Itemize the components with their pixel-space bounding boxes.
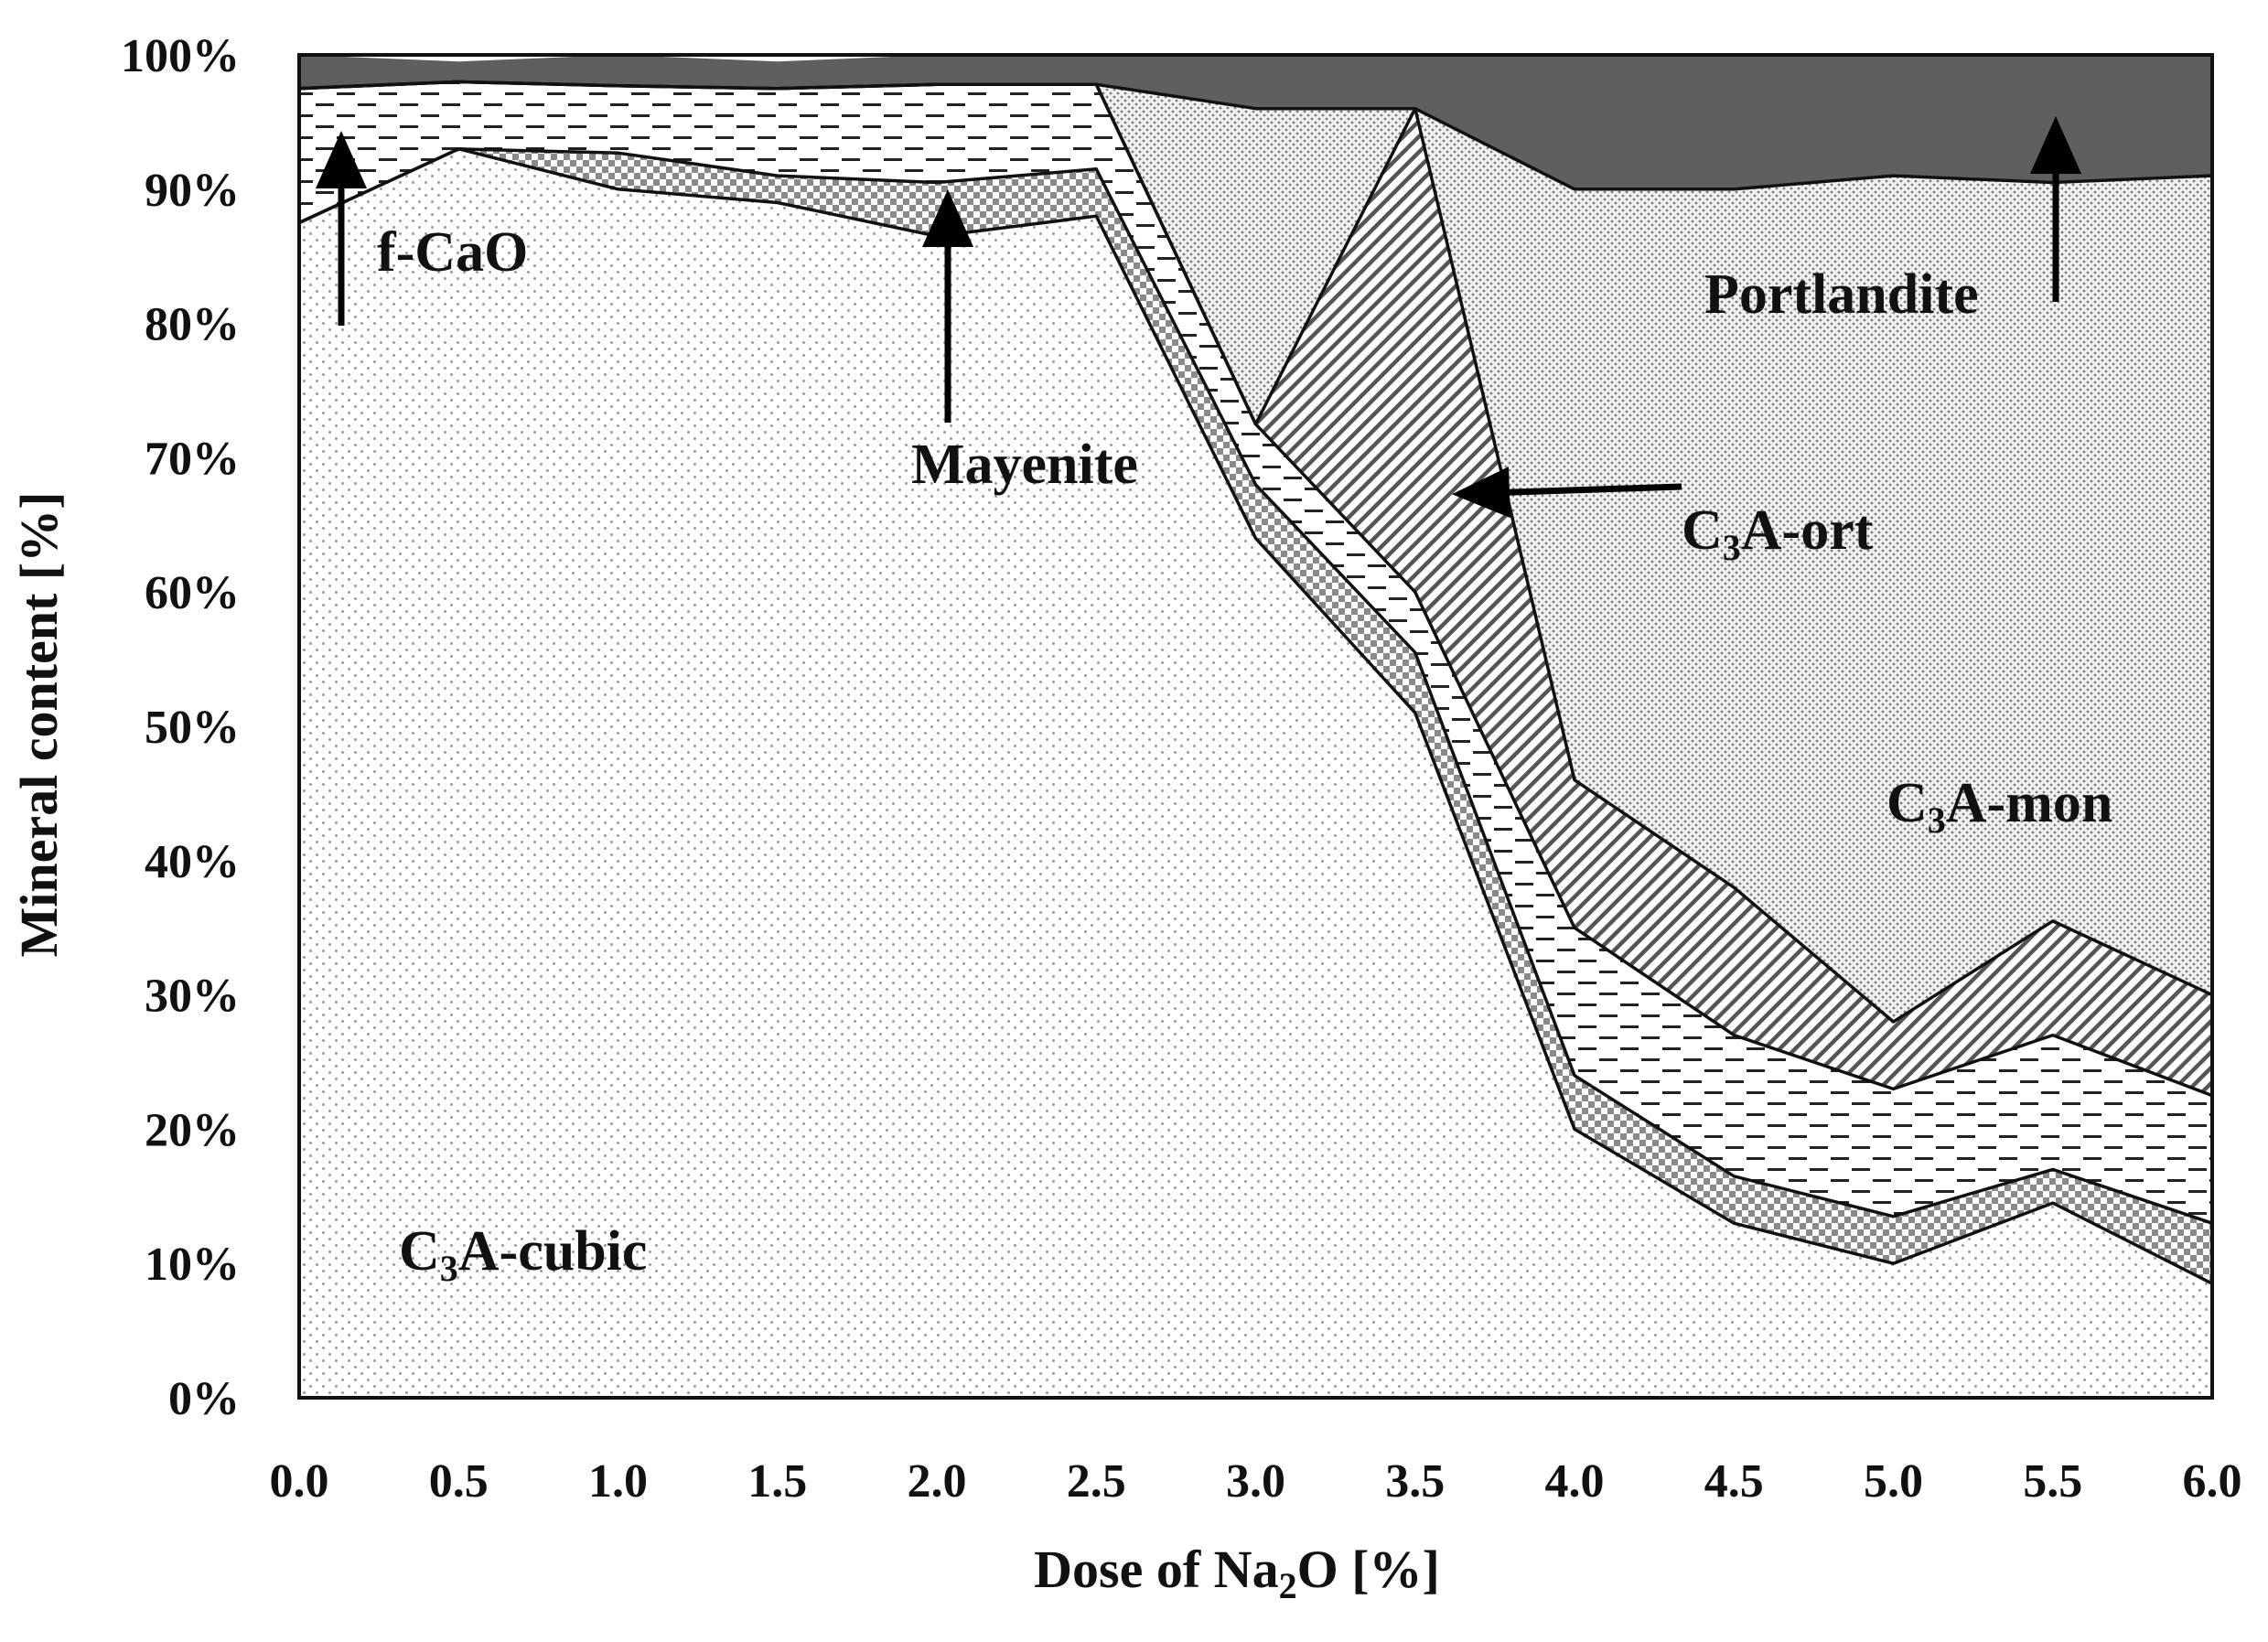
- y-axis-title: Mineral content [%]: [9, 492, 69, 958]
- area-c3a-mon: [299, 81, 2212, 1096]
- y-tick-label: 30%: [145, 971, 240, 1023]
- area-portlandite: [299, 81, 2212, 1022]
- area-c3a-cubic: [299, 148, 2212, 1398]
- x-tick-label: 2.5: [1067, 1455, 1126, 1508]
- x-tick-label: 4.0: [1545, 1455, 1605, 1508]
- x-tick-label: 3.0: [1226, 1455, 1285, 1508]
- y-tick-label: 70%: [145, 433, 240, 485]
- x-tick-label: 5.5: [2023, 1455, 2082, 1508]
- y-tick-label: 100%: [121, 30, 240, 82]
- x-axis-title: Dose of Na2O [%]: [1034, 1540, 1440, 1606]
- y-tick-label: 40%: [145, 836, 240, 888]
- y-tick-label: 80%: [145, 299, 240, 351]
- x-tick-label: 5.0: [1864, 1455, 1923, 1508]
- arrow-c3a-ort: [1452, 467, 1682, 519]
- annotation-portlandite: Portlandite: [1704, 116, 2081, 326]
- annotation-mayenite: Mayenite: [911, 189, 1138, 496]
- x-axis-tick-labels: 0.0 0.5 1.0 1.5 2.0 2.5 3.0 3.5 4.0 4.5 5.0 5.5 6.0: [270, 1455, 2242, 1508]
- label-f-cao: f-CaO: [377, 221, 528, 284]
- y-tick-label: 20%: [145, 1104, 240, 1156]
- x-tick-label: 3.5: [1385, 1455, 1445, 1508]
- annotation-c3a-cubic: C3A-cubic: [399, 1220, 647, 1289]
- x-tick-label: 6.0: [2183, 1455, 2242, 1508]
- x-tick-label: 0.0: [270, 1455, 329, 1508]
- annotation-c3a-mon: C3A-mon: [1886, 772, 2112, 841]
- area-f-cao: [299, 55, 2212, 189]
- x-tick-label: 1.5: [747, 1455, 807, 1508]
- y-tick-label: 50%: [145, 702, 240, 754]
- x-tick-label: 4.5: [1704, 1455, 1764, 1508]
- boundary-line-portlandite: [298, 80, 2213, 191]
- annotation-f-cao: f-CaO: [316, 131, 528, 326]
- boundary-line-mayenite: [298, 147, 2213, 1225]
- y-tick-label: 0%: [168, 1373, 240, 1425]
- area-layers: [299, 55, 2212, 1398]
- plot-frame: [297, 53, 2214, 1400]
- y-tick-label: 90%: [145, 165, 240, 217]
- y-axis-tick-labels: 0% 10% 20% 30% 40% 50% 60% 70% 80% 90% 100%: [121, 30, 240, 1425]
- label-c3a-mon: C3A-mon: [1886, 772, 2112, 841]
- label-c3a-ort: C3A-ort: [1682, 499, 1874, 568]
- label-portlandite: Portlandite: [1704, 263, 1979, 326]
- series-boundary-lines: [298, 80, 2213, 1285]
- y-tick-label: 60%: [145, 567, 240, 619]
- y-tick-label: 10%: [145, 1239, 240, 1291]
- area-c3a-ort: [299, 81, 2212, 1224]
- x-tick-label: 2.0: [908, 1455, 967, 1508]
- x-tick-label: 1.0: [588, 1455, 648, 1508]
- label-mayenite: Mayenite: [911, 434, 1138, 496]
- label-c3a-cubic: C3A-cubic: [399, 1220, 647, 1289]
- x-tick-label: 0.5: [429, 1455, 489, 1508]
- annotation-c3a-ort: C3A-ort: [1452, 467, 1874, 568]
- boundary-line-c3a-cubic: [298, 147, 2213, 1285]
